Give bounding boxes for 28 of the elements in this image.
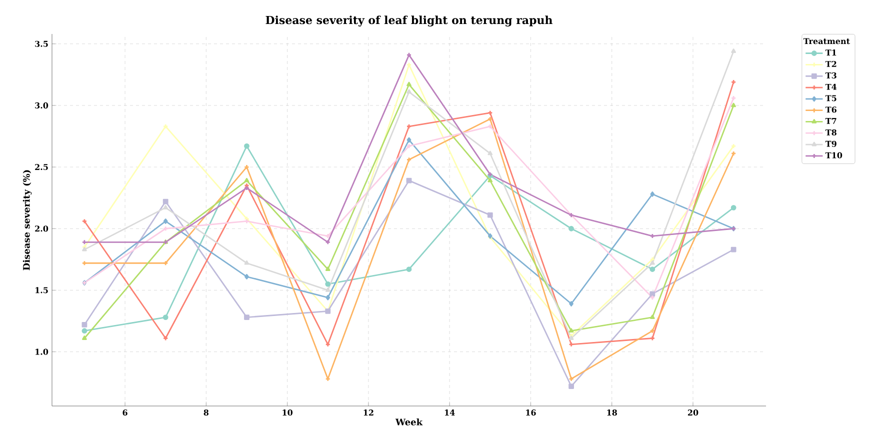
y-tick-label: 3.5 [35,40,48,47]
x-tick-label: 18 [607,410,617,416]
legend-label: T4 [825,84,837,90]
legend-label: T8 [825,129,836,136]
x-tick-label: 12 [364,410,374,416]
x-tick-label: 20 [688,410,698,416]
x-axis-title: Week [395,418,423,426]
x-tick-label: 10 [282,410,292,416]
legend-label: T2 [825,60,836,67]
legend-title: Treatment [803,38,850,44]
legend-label: T9 [825,140,836,147]
chart-title: Disease severity of leaf blight on terung rapuh [266,16,552,26]
legend-label: T10 [825,152,842,158]
legend-label: T3 [825,72,836,78]
y-tick-label: 1.5 [36,287,48,294]
x-tick-label: 8 [204,410,209,416]
x-tick-label: 16 [526,410,536,416]
x-tick-label: 6 [122,410,128,416]
legend-label: T7 [825,118,836,124]
legend-label: T1 [825,50,836,56]
y-tick-label: 2.0 [35,226,48,232]
y-tick-label: 2.5 [35,164,48,170]
legend-label: T5 [825,95,836,102]
y-axis-title: Disease severity (%) [22,170,32,270]
y-tick-label: 3.0 [35,102,48,108]
y-tick-label: 1.0 [36,348,48,355]
legend-label: T6 [825,106,836,113]
x-tick-label: 14 [444,410,455,416]
